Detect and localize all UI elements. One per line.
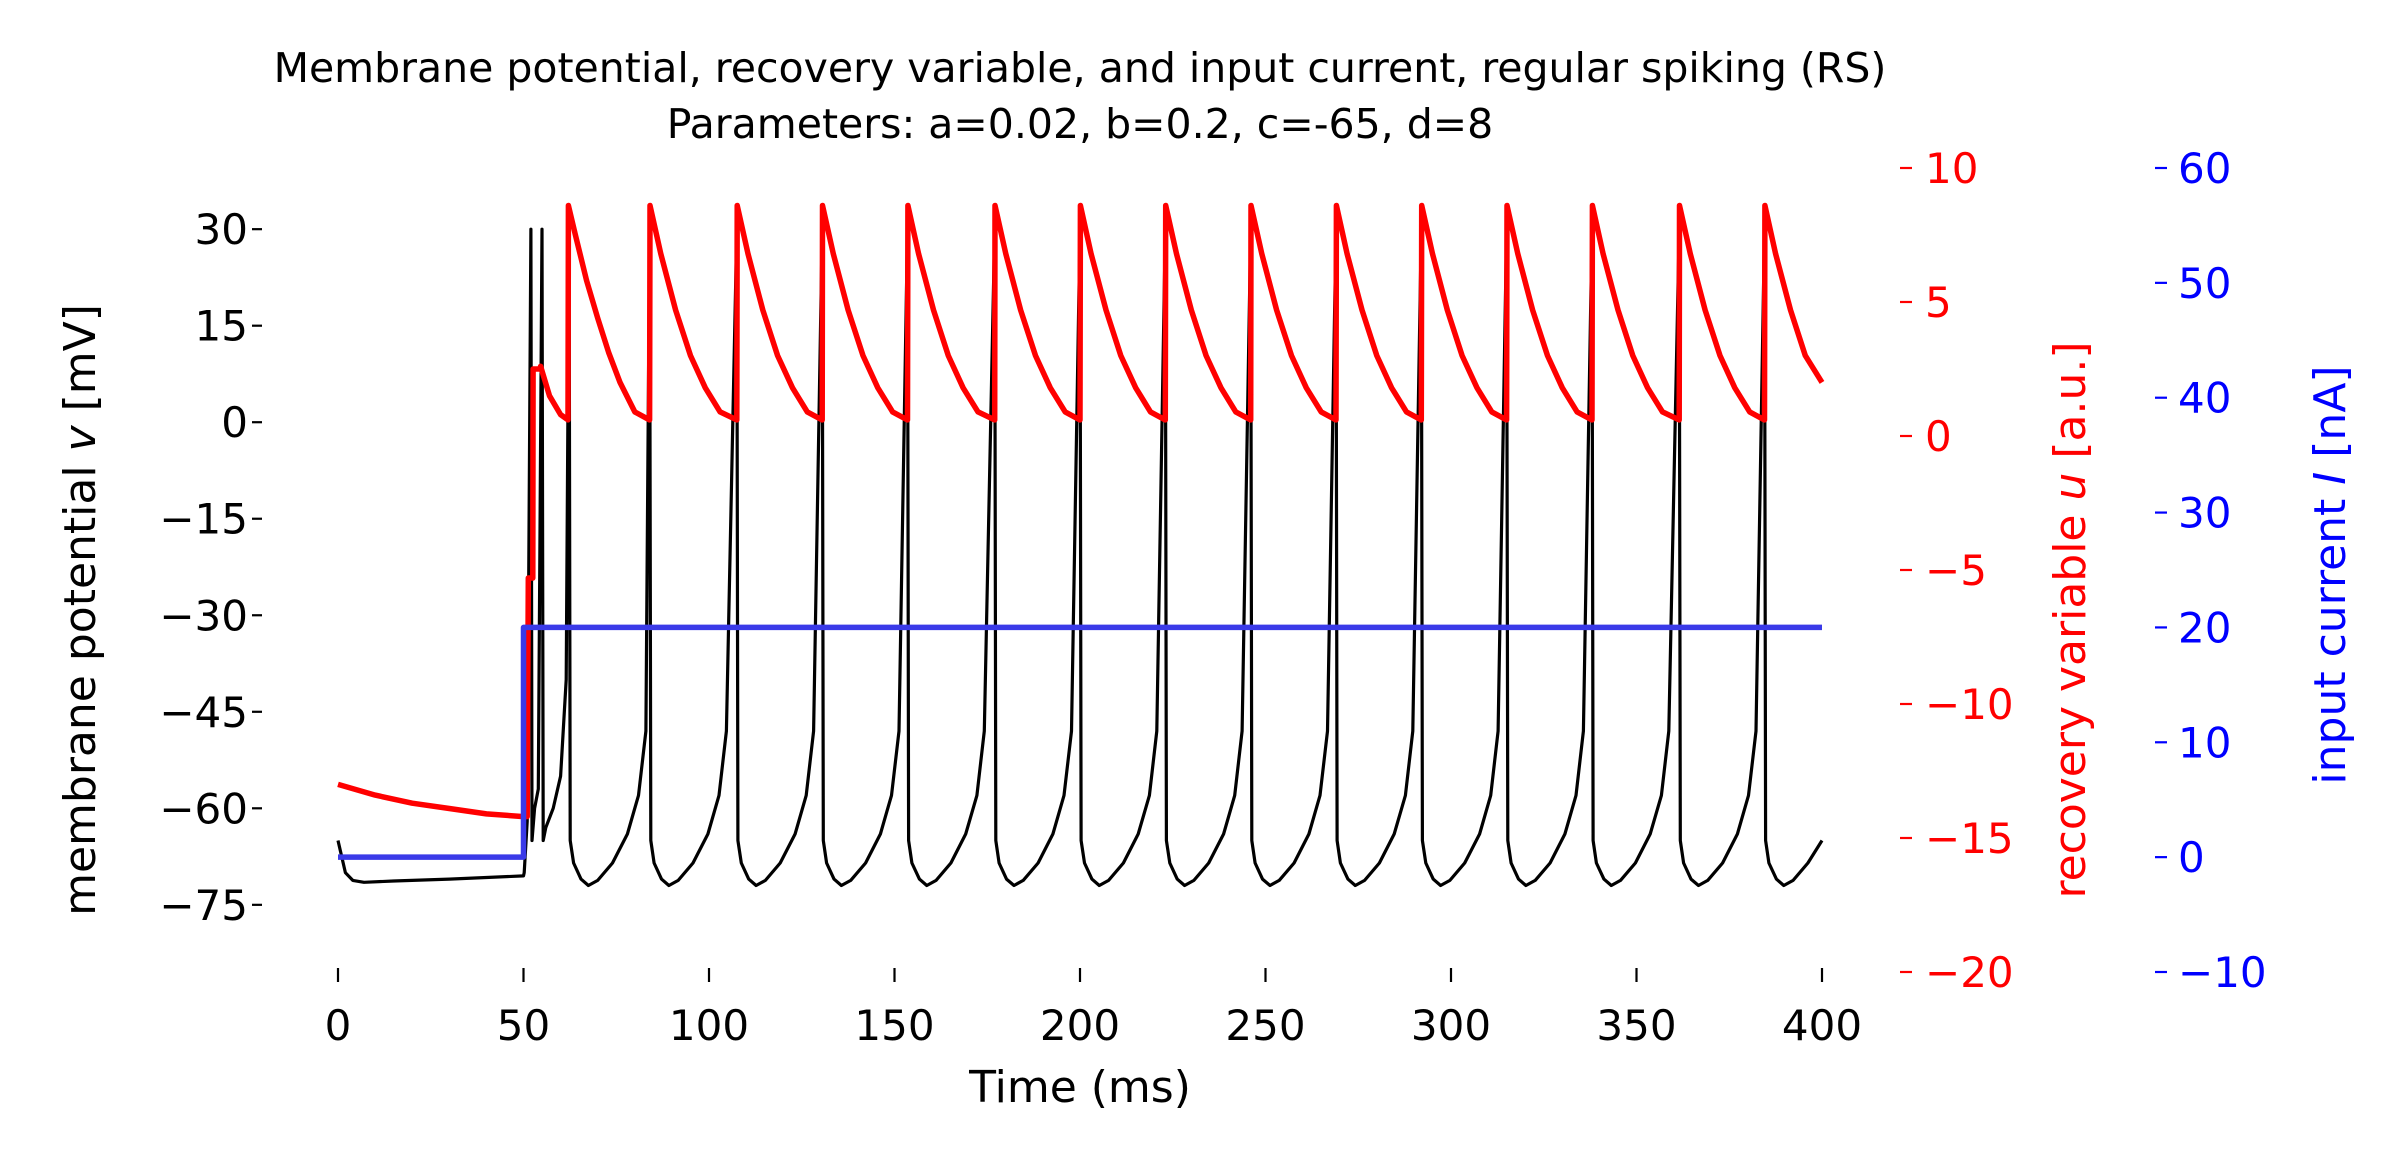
y-axis-label-recovery-variable: recovery variable u [a.u.] — [2045, 341, 2096, 898]
y-tick-label-v-1: 15 — [195, 302, 248, 351]
y-tick-label-u-0: 10 — [1925, 144, 1978, 193]
y-tick-label-v-6: −60 — [159, 784, 248, 833]
axis-recovery-variable: 10 5 0 −5 −10 −15 −20 — [1900, 144, 2014, 997]
y-tick-label-v-3: −15 — [159, 495, 248, 544]
ylabel-u-var: u — [2045, 473, 2096, 501]
series-line-I — [338, 624, 1822, 860]
y-tick-label-u-5: −15 — [1925, 814, 2014, 863]
chart-title: Membrane potential, recovery variable, a… — [274, 44, 1887, 92]
y-tick-label-v-4: −30 — [159, 591, 248, 640]
y-tick-label-u-2: 0 — [1925, 412, 1952, 461]
series-layer — [336, 202, 1825, 888]
axis-input-current: 60 50 40 30 20 10 0 −10 — [2155, 144, 2267, 997]
y-tick-label-v-2: 0 — [221, 398, 248, 447]
ylabel-u-prefix: recovery variable — [2045, 501, 2096, 899]
y-tick-label-I-4: 20 — [2178, 603, 2231, 652]
x-tick-label-8: 400 — [1782, 1001, 1862, 1050]
y-tick-label-v-0: 30 — [195, 205, 248, 254]
ylabel-I-suffix: [nA] — [2305, 365, 2356, 471]
y-tick-label-v-5: −45 — [159, 688, 248, 737]
ylabel-v-prefix: membrane potential — [55, 451, 106, 915]
ylabel-I-prefix: input current — [2305, 485, 2356, 785]
ylabel-I-var: I — [2305, 472, 2356, 485]
x-axis-label: Time (ms) — [968, 1062, 1191, 1113]
y-axis-label-membrane-potential: membrane potential v [mV] — [55, 304, 106, 916]
y-tick-label-I-2: 40 — [2178, 374, 2231, 423]
series-line-u — [337, 202, 1825, 820]
y-tick-label-I-3: 30 — [2178, 489, 2231, 538]
x-tick-label-0: 0 — [325, 1001, 352, 1050]
x-tick-label-6: 300 — [1411, 1001, 1491, 1050]
axis-membrane-potential: 30 15 0 −15 −30 −45 −60 −75 — [159, 205, 262, 930]
x-tick-label-2: 100 — [669, 1001, 749, 1050]
axis-time: 0 50 100 150 200 250 300 350 400 — [325, 968, 1862, 1050]
y-tick-label-I-1: 50 — [2178, 259, 2231, 308]
x-tick-label-3: 150 — [854, 1001, 934, 1050]
x-tick-label-7: 350 — [1596, 1001, 1676, 1050]
y-tick-label-u-4: −10 — [1925, 680, 2014, 729]
x-tick-label-4: 200 — [1040, 1001, 1120, 1050]
series-line-v — [336, 227, 1824, 888]
x-tick-label-5: 250 — [1225, 1001, 1305, 1050]
y-tick-label-I-6: 0 — [2178, 833, 2205, 882]
x-tick-label-1: 50 — [497, 1001, 550, 1050]
y-tick-label-u-6: −20 — [1925, 948, 2014, 997]
y-tick-label-I-7: −10 — [2178, 948, 2267, 997]
y-axis-label-input-current: input current I [nA] — [2305, 365, 2356, 784]
y-tick-label-u-1: 5 — [1925, 278, 1952, 327]
ylabel-v-suffix: [mV] — [55, 304, 106, 425]
y-tick-label-I-5: 10 — [2178, 718, 2231, 767]
ylabel-u-suffix: [a.u.] — [2045, 341, 2096, 472]
y-tick-label-I-0: 60 — [2178, 144, 2231, 193]
y-tick-label-u-3: −5 — [1925, 546, 1987, 595]
ylabel-v-var: v — [55, 424, 106, 451]
chart-subtitle: Parameters: a=0.02, b=0.2, c=-65, d=8 — [667, 100, 1493, 148]
y-tick-label-v-7: −75 — [159, 881, 248, 930]
